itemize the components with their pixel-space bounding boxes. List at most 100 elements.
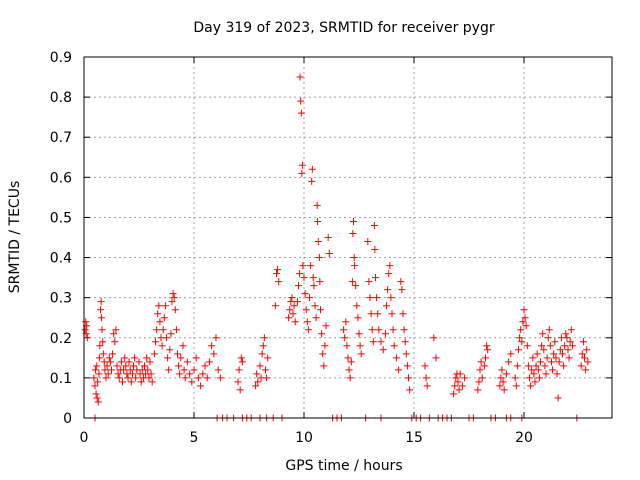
data-point bbox=[258, 350, 266, 358]
data-point bbox=[456, 370, 464, 378]
data-point bbox=[180, 366, 188, 374]
data-point bbox=[385, 270, 393, 278]
data-point bbox=[421, 362, 429, 370]
data-point bbox=[308, 177, 316, 185]
data-point bbox=[236, 386, 244, 394]
data-point bbox=[307, 262, 315, 270]
data-point bbox=[395, 366, 403, 374]
data-point bbox=[94, 398, 102, 406]
data-point bbox=[374, 310, 382, 318]
data-point bbox=[528, 366, 536, 374]
data-point bbox=[100, 358, 108, 366]
data-point bbox=[94, 378, 102, 386]
y-tick-label: 0.2 bbox=[50, 331, 72, 347]
data-point bbox=[148, 378, 156, 386]
data-point bbox=[319, 350, 327, 358]
data-point bbox=[91, 366, 99, 374]
data-point bbox=[511, 374, 519, 382]
data-point bbox=[188, 378, 196, 386]
data-point bbox=[298, 169, 306, 177]
data-point bbox=[274, 266, 282, 274]
data-point bbox=[98, 314, 106, 322]
data-point bbox=[106, 358, 114, 366]
data-point bbox=[324, 234, 332, 241]
data-point bbox=[399, 310, 407, 318]
data-point bbox=[348, 278, 356, 286]
data-point bbox=[203, 374, 211, 382]
data-point bbox=[291, 318, 299, 326]
data-point bbox=[172, 326, 180, 334]
data-point bbox=[543, 354, 551, 362]
data-point bbox=[262, 366, 269, 374]
data-point bbox=[551, 338, 559, 346]
data-point bbox=[526, 374, 533, 382]
data-point bbox=[97, 298, 105, 306]
data-point bbox=[564, 346, 572, 354]
data-point bbox=[99, 350, 107, 358]
data-point bbox=[368, 326, 376, 334]
data-point bbox=[346, 374, 354, 382]
data-point bbox=[502, 370, 510, 378]
data-point bbox=[312, 314, 320, 322]
data-point bbox=[254, 378, 262, 386]
data-point bbox=[158, 342, 166, 350]
data-point bbox=[544, 334, 552, 342]
data-point bbox=[548, 358, 555, 366]
data-point bbox=[549, 366, 557, 374]
data-point bbox=[194, 374, 202, 382]
data-point bbox=[377, 338, 385, 346]
data-point bbox=[560, 362, 568, 370]
data-point bbox=[461, 374, 469, 382]
data-point bbox=[177, 354, 185, 362]
data-point bbox=[343, 342, 351, 350]
data-point bbox=[113, 362, 121, 370]
data-point bbox=[110, 330, 118, 338]
data-point bbox=[81, 326, 89, 334]
data-point bbox=[478, 374, 486, 382]
data-point bbox=[538, 342, 546, 350]
data-point bbox=[563, 334, 571, 342]
data-point bbox=[546, 342, 554, 350]
y-axis-label: SRMTID / TECUs bbox=[7, 181, 23, 294]
data-point bbox=[582, 366, 590, 374]
data-point bbox=[386, 262, 394, 270]
data-point bbox=[344, 354, 352, 362]
data-point bbox=[375, 326, 383, 334]
data-point bbox=[237, 354, 245, 362]
data-point bbox=[290, 302, 298, 310]
data-point bbox=[454, 378, 462, 386]
data-point bbox=[584, 358, 592, 366]
data-point bbox=[183, 358, 191, 366]
data-points bbox=[81, 73, 592, 422]
data-point bbox=[531, 378, 539, 386]
data-point bbox=[263, 374, 271, 382]
data-point bbox=[364, 238, 372, 246]
x-axis-label: GPS time / hours bbox=[285, 458, 402, 474]
data-point bbox=[340, 326, 348, 334]
data-point bbox=[296, 270, 304, 278]
y-tick-label: 0.7 bbox=[50, 130, 72, 146]
data-point bbox=[535, 374, 543, 382]
data-point bbox=[455, 386, 463, 394]
data-point bbox=[287, 298, 295, 306]
data-point bbox=[515, 346, 522, 354]
data-point bbox=[159, 326, 167, 334]
data-point bbox=[516, 334, 524, 342]
data-point bbox=[83, 334, 91, 342]
data-point bbox=[480, 362, 488, 370]
x-tick-label: 0 bbox=[80, 430, 89, 446]
data-point bbox=[181, 374, 189, 382]
data-point bbox=[523, 342, 531, 350]
data-point bbox=[216, 374, 224, 382]
data-point bbox=[542, 370, 550, 378]
data-point bbox=[170, 294, 178, 302]
data-point bbox=[293, 298, 301, 306]
data-point bbox=[114, 370, 122, 378]
data-point bbox=[566, 338, 574, 346]
data-point bbox=[199, 370, 207, 378]
data-point bbox=[559, 350, 566, 358]
data-point bbox=[540, 346, 548, 354]
data-point bbox=[310, 282, 318, 290]
data-point bbox=[379, 346, 387, 354]
data-point bbox=[402, 350, 410, 358]
